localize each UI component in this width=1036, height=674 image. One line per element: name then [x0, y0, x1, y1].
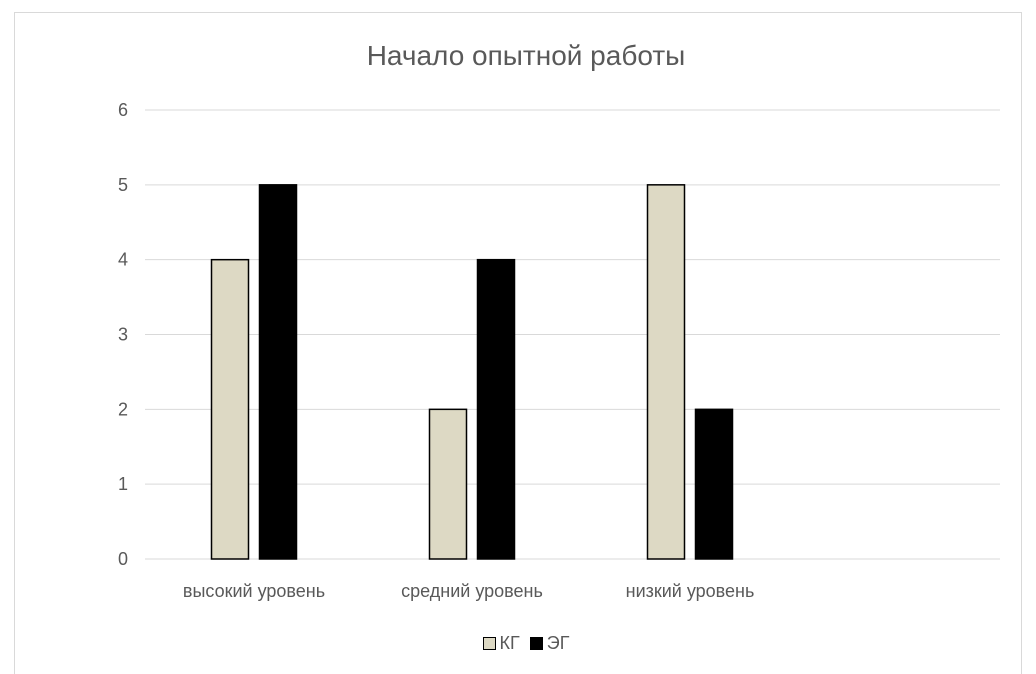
- bar-kg: [646, 184, 686, 560]
- x-category-label: средний уровень: [401, 581, 543, 601]
- legend-item-kg: КГ: [482, 633, 520, 654]
- legend-item-eg: ЭГ: [529, 633, 570, 654]
- legend: КГ ЭГ: [0, 633, 1036, 654]
- chart-area: [14, 12, 1022, 674]
- legend-swatch-kg: [482, 637, 496, 650]
- legend-label-eg: ЭГ: [546, 633, 570, 653]
- legend-swatch-eg: [529, 637, 543, 650]
- y-tick-label: 5: [118, 175, 128, 195]
- y-tick-label: 0: [118, 549, 128, 569]
- bar-eg: [694, 408, 734, 560]
- bar-kg: [428, 408, 468, 560]
- y-tick-label: 1: [118, 474, 128, 494]
- y-tick-label: 2: [118, 399, 128, 419]
- bar-kg: [210, 258, 250, 560]
- x-category-label: низкий уровень: [626, 581, 755, 601]
- y-tick-label: 4: [118, 250, 128, 270]
- x-category-label: высокий уровень: [183, 581, 325, 601]
- bar-eg: [476, 258, 516, 560]
- bar-eg: [258, 184, 298, 560]
- y-tick-label: 6: [118, 100, 128, 120]
- chart-title: Начало опытной работы: [366, 40, 686, 71]
- legend-label-kg: КГ: [499, 633, 520, 653]
- y-tick-label: 3: [118, 325, 128, 345]
